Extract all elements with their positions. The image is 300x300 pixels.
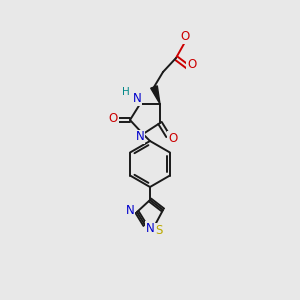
Text: N: N bbox=[146, 221, 154, 235]
Text: H: H bbox=[122, 87, 130, 97]
Text: N: N bbox=[126, 205, 134, 218]
Text: O: O bbox=[180, 31, 190, 44]
Text: N: N bbox=[136, 130, 144, 143]
Text: N: N bbox=[133, 92, 141, 106]
Text: O: O bbox=[108, 112, 118, 125]
Polygon shape bbox=[151, 86, 160, 104]
Text: O: O bbox=[188, 58, 196, 71]
Text: O: O bbox=[168, 131, 178, 145]
Text: S: S bbox=[155, 224, 163, 236]
